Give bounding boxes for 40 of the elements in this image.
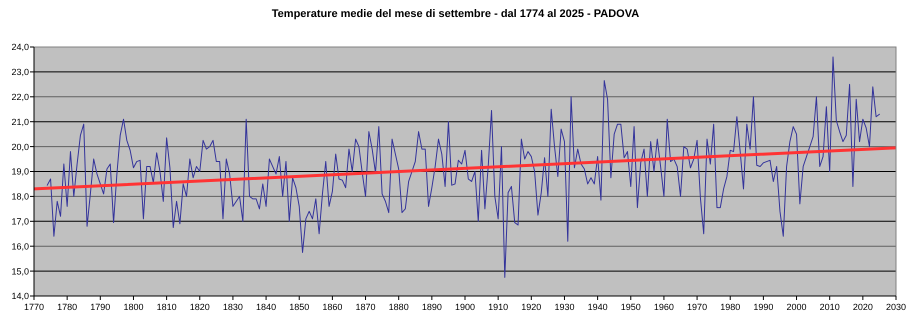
x-tick-label: 1930 [554,302,574,312]
x-tick-label: 1780 [57,302,78,312]
x-tick-label: 1840 [256,302,276,312]
x-tick-label: 2010 [820,302,840,312]
x-tick-label: 1860 [322,302,342,312]
y-tick-label: 16,0 [11,241,29,252]
x-tick-label: 1960 [654,302,674,312]
y-tick-label: 21,0 [11,116,29,127]
x-tick-label: 2030 [886,302,906,312]
x-tick-label: 1770 [24,302,44,312]
x-tick-label: 1800 [123,302,144,312]
x-tick-label: 1990 [753,302,774,312]
x-tick-label: 1890 [422,302,442,312]
x-tick-label: 1790 [90,302,110,312]
x-tick-label: 1970 [687,302,708,312]
x-tick-label: 1940 [588,302,608,312]
x-tick-label: 1830 [222,302,243,312]
y-tick-label: 20,0 [11,142,29,152]
x-tick-label: 1980 [720,302,740,312]
x-tick-label: 2000 [786,302,807,312]
y-tick-label: 17,0 [11,216,29,226]
x-tick-label: 1910 [488,302,508,312]
x-tick-label: 1950 [620,302,641,312]
y-tick-label: 14,0 [11,291,29,302]
y-tick-label: 24,0 [11,42,29,52]
y-tick-label: 15,0 [11,266,29,276]
y-tick-label: 23,0 [11,67,29,78]
y-tick-label: 19,0 [11,166,29,177]
x-tick-label: 2020 [852,302,873,312]
x-tick-label: 1900 [454,302,476,312]
y-tick-label: 22,0 [11,92,29,102]
y-tick-label: 18,0 [11,192,29,202]
x-tick-label: 1810 [156,302,177,312]
x-tick-label: 1880 [388,302,409,312]
x-tick-label: 1850 [289,302,310,312]
x-tick-label: 1870 [356,302,376,312]
x-tick-label: 1820 [190,302,210,312]
chart-title: Temperature medie del mese di settembre - dal 1774 al 2025 - PADOVA [272,8,640,20]
x-tick-label: 1920 [521,302,542,312]
line-series [46,56,880,278]
